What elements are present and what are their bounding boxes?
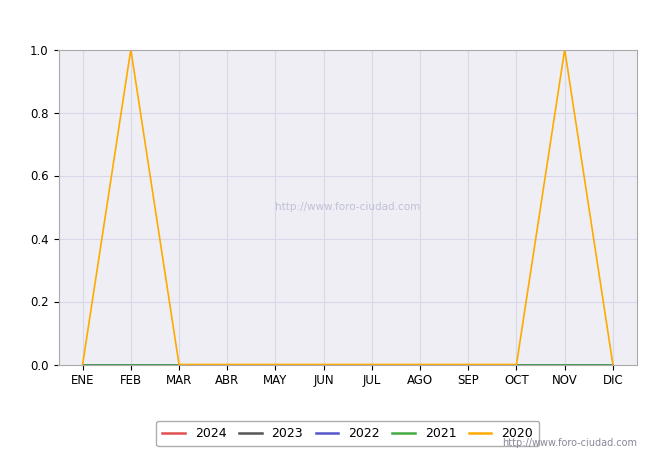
Legend: 2024, 2023, 2022, 2021, 2020: 2024, 2023, 2022, 2021, 2020	[156, 421, 540, 446]
Text: http://www.foro-ciudad.com: http://www.foro-ciudad.com	[502, 438, 637, 448]
Text: Matriculaciones de Vehículos en Tobía: Matriculaciones de Vehículos en Tobía	[168, 11, 482, 29]
Text: http://www.foro-ciudad.com: http://www.foro-ciudad.com	[275, 202, 421, 212]
